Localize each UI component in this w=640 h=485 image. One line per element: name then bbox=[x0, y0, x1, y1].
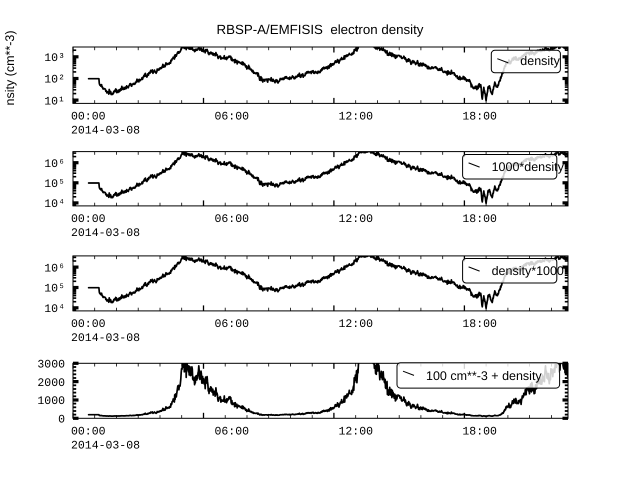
svg-text:2014-03-08: 2014-03-08 bbox=[71, 124, 140, 137]
svg-text:0: 0 bbox=[58, 414, 65, 427]
svg-text:10⁶: 10⁶ bbox=[44, 262, 65, 275]
svg-text:06:00: 06:00 bbox=[215, 213, 250, 226]
svg-text:00:00: 00:00 bbox=[71, 110, 106, 123]
svg-text:06:00: 06:00 bbox=[215, 425, 250, 438]
svg-text:10⁵: 10⁵ bbox=[44, 283, 65, 296]
svg-text:06:00: 06:00 bbox=[215, 110, 250, 123]
svg-text:density: density bbox=[520, 54, 560, 68]
svg-text:12:00: 12:00 bbox=[339, 110, 374, 123]
svg-text:RBSP-A/EMFISIS electron densi: RBSP-A/EMFISIS electron density bbox=[217, 22, 424, 37]
svg-text:12:00: 12:00 bbox=[339, 318, 374, 331]
svg-text:10⁴: 10⁴ bbox=[44, 303, 65, 316]
svg-text:10³: 10³ bbox=[44, 52, 65, 65]
svg-text:100 cm**-3 + density: 100 cm**-3 + density bbox=[426, 369, 542, 383]
svg-text:12:00: 12:00 bbox=[339, 425, 374, 438]
svg-text:06:00: 06:00 bbox=[215, 318, 250, 331]
svg-text:2000: 2000 bbox=[37, 377, 65, 390]
svg-text:00:00: 00:00 bbox=[71, 213, 106, 226]
svg-text:18:00: 18:00 bbox=[462, 425, 497, 438]
svg-text:density*1000: density*1000 bbox=[492, 264, 564, 278]
svg-text:1000*density: 1000*density bbox=[492, 160, 565, 174]
svg-text:nsity (cm**-3): nsity (cm**-3) bbox=[3, 30, 17, 105]
svg-text:2014-03-08: 2014-03-08 bbox=[71, 439, 140, 452]
svg-text:10⁵: 10⁵ bbox=[44, 178, 65, 191]
svg-text:18:00: 18:00 bbox=[462, 318, 497, 331]
svg-text:3000: 3000 bbox=[37, 359, 65, 372]
svg-text:10²: 10² bbox=[44, 74, 65, 87]
svg-text:00:00: 00:00 bbox=[71, 425, 106, 438]
svg-text:10⁶: 10⁶ bbox=[44, 158, 65, 171]
svg-text:1000: 1000 bbox=[37, 395, 65, 408]
svg-text:18:00: 18:00 bbox=[462, 110, 497, 123]
svg-text:10⁴: 10⁴ bbox=[44, 198, 65, 211]
svg-text:18:00: 18:00 bbox=[462, 213, 497, 226]
svg-text:10¹: 10¹ bbox=[44, 95, 65, 108]
svg-text:00:00: 00:00 bbox=[71, 318, 106, 331]
svg-text:2014-03-08: 2014-03-08 bbox=[71, 332, 140, 345]
svg-text:12:00: 12:00 bbox=[339, 213, 374, 226]
svg-text:2014-03-08: 2014-03-08 bbox=[71, 227, 140, 240]
